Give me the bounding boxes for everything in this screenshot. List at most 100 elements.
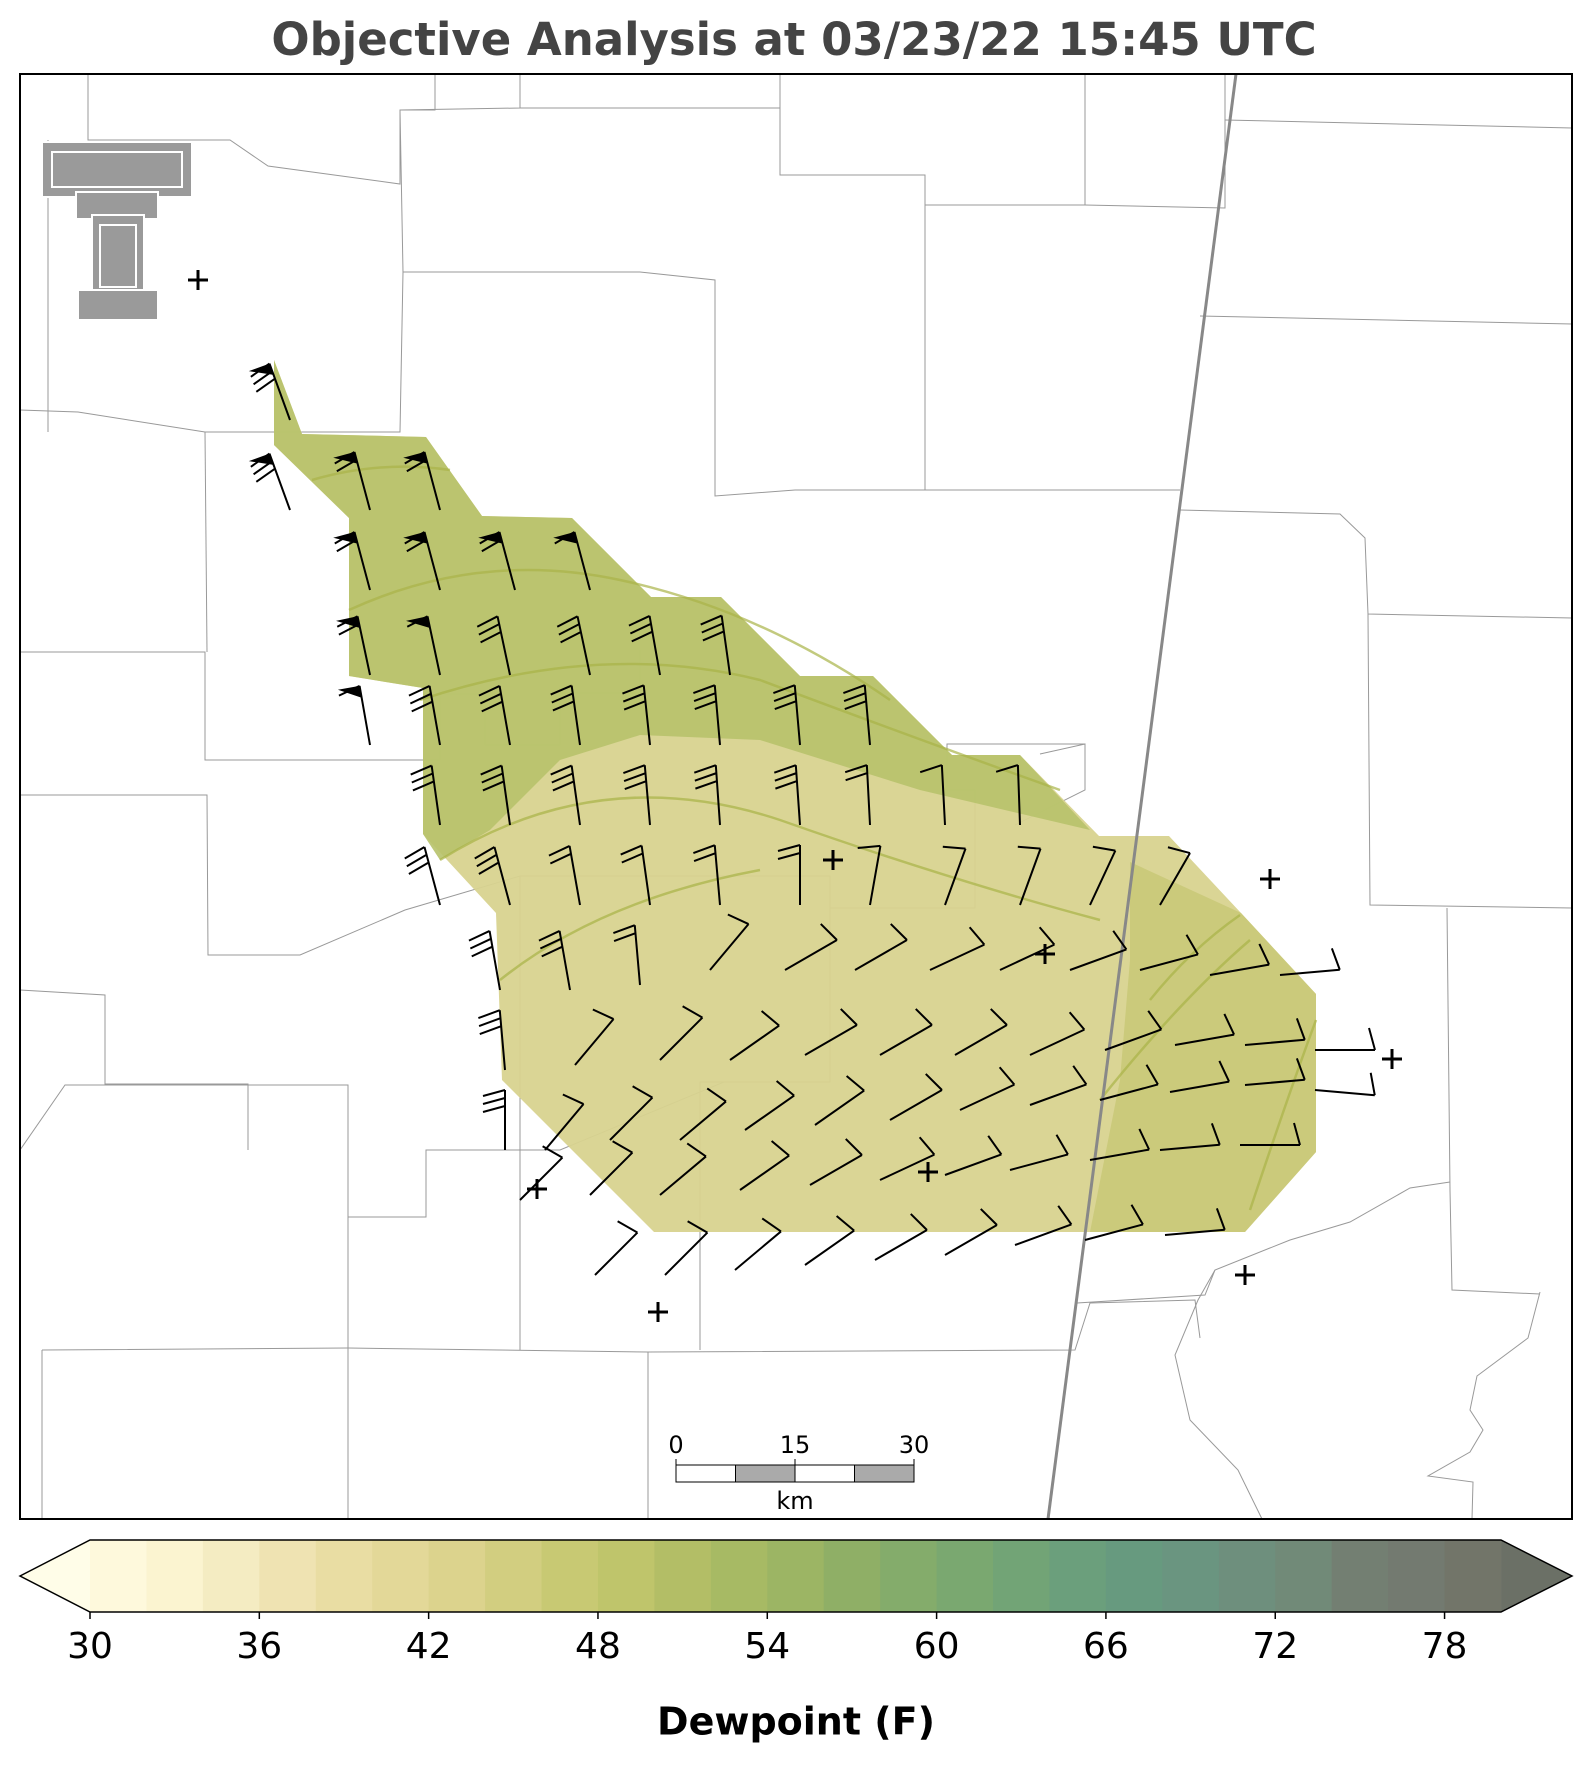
colorbar-segment: [146, 1540, 204, 1612]
scale-bar-segment: [794, 1464, 855, 1483]
wind-barb: [474, 846, 511, 906]
wind-barb: [693, 764, 721, 826]
wind-flag: [478, 532, 503, 544]
wind-flag: [406, 616, 431, 629]
wind-barbs: [248, 362, 1376, 1276]
station-marker: [1235, 1265, 1255, 1285]
wind-barb: [1279, 948, 1341, 976]
scale-bar-label: 15: [780, 1431, 811, 1459]
wind-barb: [804, 1215, 855, 1266]
wind-flag: [336, 616, 361, 629]
wind-barb: [480, 764, 511, 826]
station-marker: [188, 270, 208, 290]
colorbar-segment: [1162, 1540, 1220, 1612]
station-marker: [527, 1179, 547, 1199]
title: Objective Analysis at 03/23/22 15:45 UTC: [271, 13, 1316, 66]
scale-bar: 0 15 30 km: [668, 1431, 929, 1515]
wind-barb: [734, 1217, 782, 1271]
wind-barb: [478, 1009, 506, 1071]
wind-barb: [468, 930, 501, 991]
colorbar-segment: [90, 1540, 147, 1612]
wind-barb: [679, 1087, 727, 1141]
wind-barb: [995, 764, 1021, 826]
wind-barb: [929, 926, 986, 971]
dewpoint-region-high: [274, 360, 1090, 860]
wind-barb: [659, 1142, 707, 1196]
wind-barb: [879, 1136, 936, 1181]
wind-barb: [1029, 1065, 1088, 1106]
station-marker: [1035, 944, 1055, 964]
wind-barb: [843, 684, 871, 746]
wind-barb: [1099, 1064, 1159, 1101]
wind-barb: [664, 1220, 709, 1276]
wind-barb: [814, 1075, 865, 1126]
scale-bar-segment: [675, 1464, 736, 1483]
colorbar-segment: [1218, 1540, 1276, 1612]
ttu-logo: [41, 141, 193, 321]
wind-barb: [942, 845, 967, 906]
wind-barb: [784, 923, 838, 971]
wind-barb: [519, 1145, 564, 1201]
wind-barb: [574, 1008, 615, 1066]
colorbar-segment: [1388, 1540, 1446, 1612]
wind-barb: [659, 1005, 704, 1061]
colorbar-segment: [654, 1540, 712, 1612]
colorbar: 30 36 42 48 54 60 66 72 78: [18, 1539, 1574, 1667]
wind-barb: [700, 614, 731, 676]
dewpoint-region-east: [1090, 862, 1316, 1232]
wind-barb: [408, 685, 441, 746]
wind-barb: [609, 1085, 654, 1141]
colorbar-tick-label: 36: [236, 1626, 282, 1667]
wind-barb: [1089, 845, 1117, 906]
wind-barb: [623, 764, 651, 826]
wind-barb: [1240, 1122, 1301, 1146]
wind-flag: [248, 363, 274, 375]
wind-barb: [550, 764, 581, 826]
wind-barb: [622, 684, 651, 746]
wind-barb: [1104, 1010, 1163, 1051]
wind-barb: [959, 1066, 1016, 1111]
colorbar-tick-label: 42: [406, 1626, 452, 1667]
wind-barb: [709, 913, 750, 971]
colorbar-tick-label: 66: [1083, 1626, 1129, 1667]
wind-barb: [1244, 1058, 1306, 1086]
analysis-field: [274, 360, 1318, 1232]
wind-barb: [589, 1140, 634, 1196]
colorbar-segment: [880, 1540, 938, 1612]
wind-barb: [773, 764, 801, 826]
wind-barb: [944, 1208, 998, 1256]
wind-barb: [628, 615, 661, 676]
wind-barb: [478, 685, 511, 746]
wind-barb: [1139, 934, 1199, 971]
wind-barb: [879, 1008, 933, 1056]
wind-barb: [1017, 845, 1042, 906]
station-marker: [648, 1302, 668, 1322]
colorbar-under: [20, 1540, 90, 1612]
colorbar-label: Dewpoint (F): [657, 1700, 935, 1744]
colorbar-segment: [202, 1540, 260, 1612]
map: [19, 73, 1573, 1520]
wind-barb: [1315, 1027, 1376, 1051]
scale-bar-label: 0: [668, 1431, 683, 1459]
colorbar-segment: [710, 1540, 768, 1612]
wind-barb: [594, 1220, 639, 1276]
colorbar-segment: [767, 1540, 825, 1612]
colorbar-segment: [1275, 1540, 1333, 1612]
wind-flag: [553, 532, 578, 544]
wind-barb: [613, 924, 641, 986]
wind-barb: [556, 615, 591, 676]
wind-flag: [333, 532, 358, 544]
wind-barb: [844, 764, 871, 826]
wind-flag: [333, 452, 358, 464]
colorbar-segment: [259, 1540, 317, 1612]
wind-barb: [1209, 943, 1270, 976]
wind-barb: [1014, 1205, 1073, 1246]
wind-barb: [538, 930, 571, 991]
wind-barb: [739, 1140, 790, 1191]
wind-barb: [874, 1213, 928, 1261]
wind-barb: [544, 1093, 585, 1151]
wind-barb: [1159, 1123, 1221, 1151]
wind-barb: [620, 844, 651, 906]
wind-barb: [744, 1080, 795, 1131]
colorbar-segment: [428, 1540, 486, 1612]
